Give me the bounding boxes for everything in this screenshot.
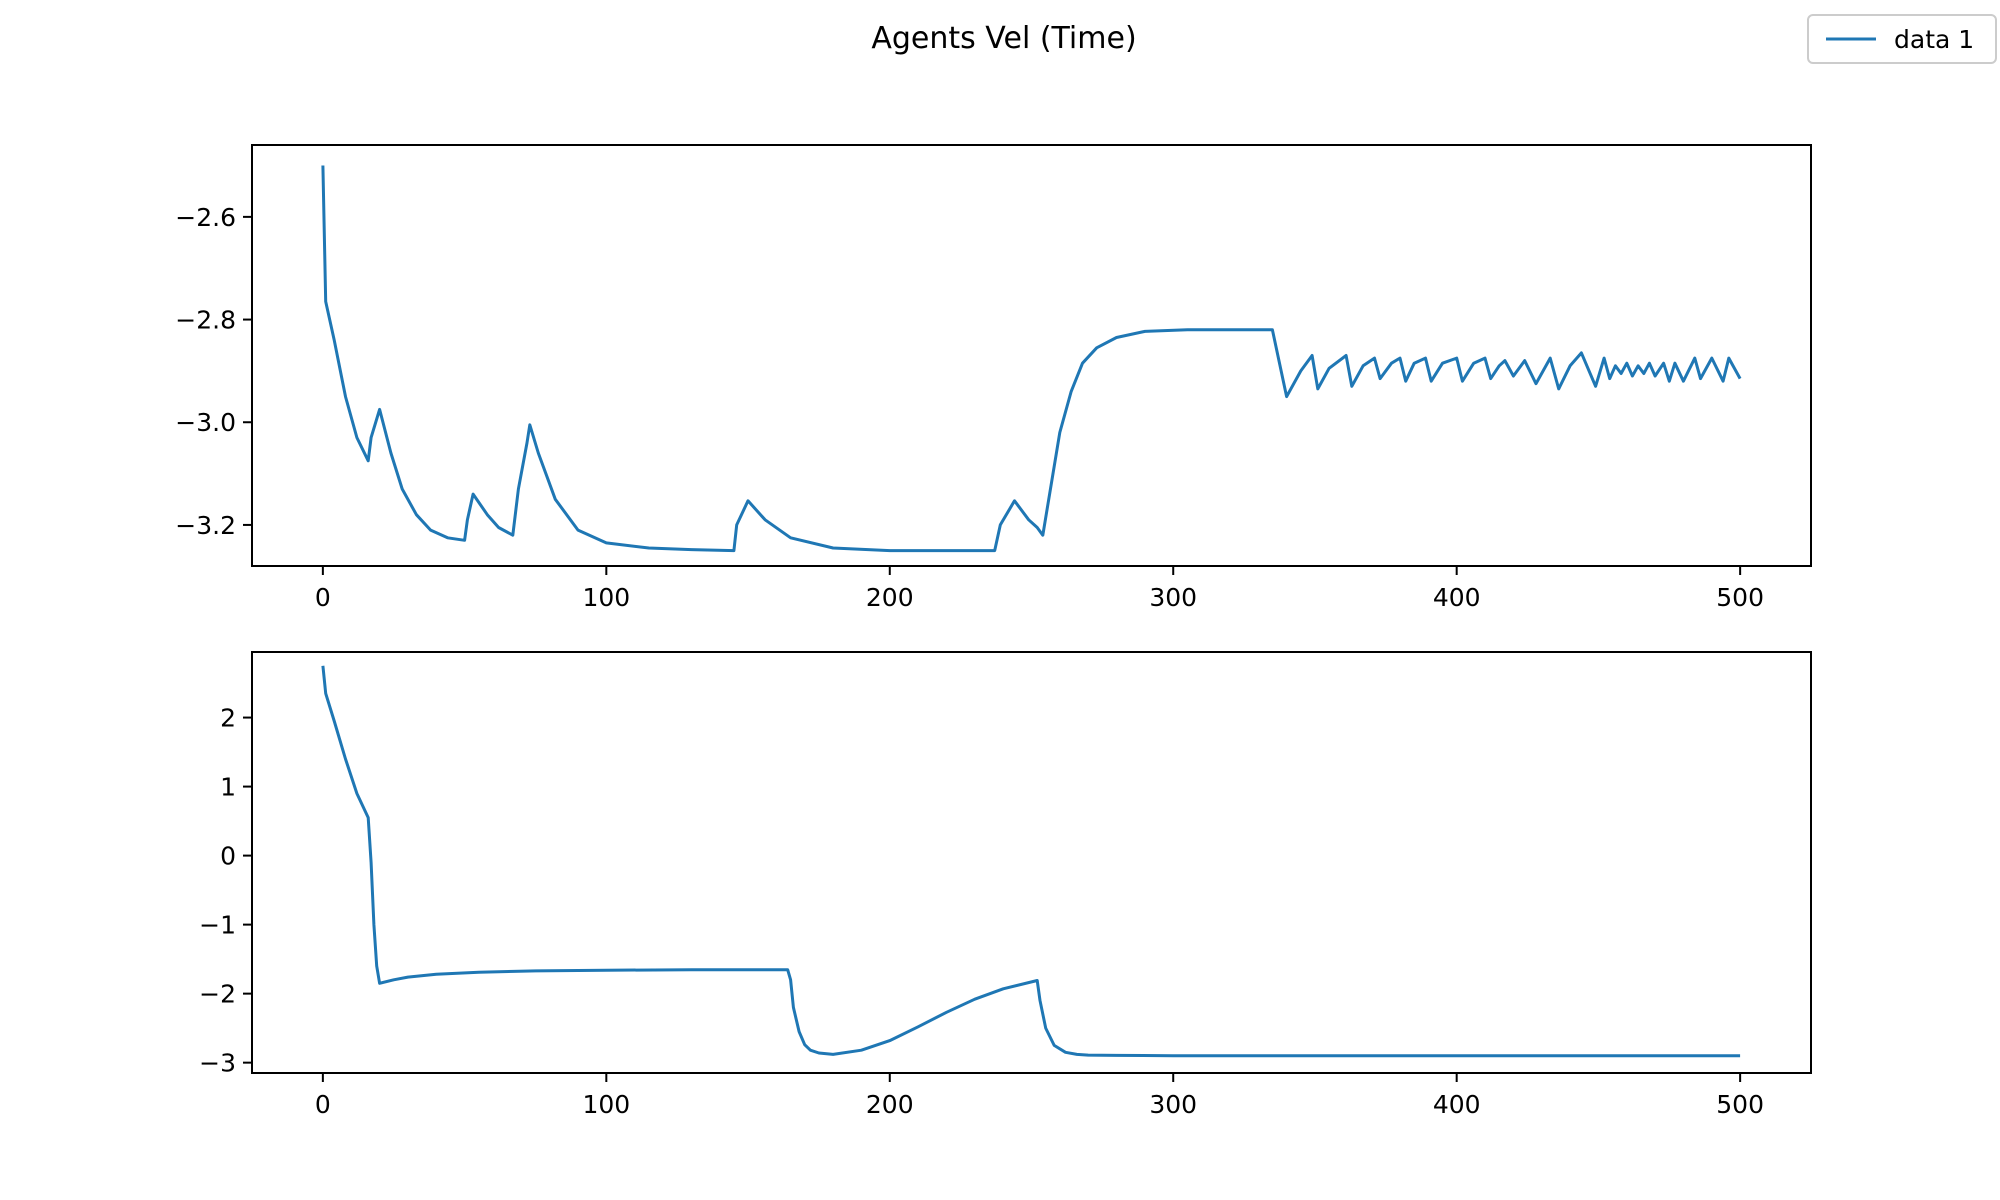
x-tick-label: 500 [1716,1090,1764,1119]
y-tick-label: −2.6 [175,203,236,232]
y-tick-label: −2 [199,980,236,1009]
y-tick-label: −3 [199,1049,236,1078]
x-tick-label: 200 [866,1090,914,1119]
axes-frame [251,144,1812,567]
legend: data 1 [1807,14,1997,64]
x-tick-label: 500 [1716,583,1764,612]
series-line-1 [321,665,1741,1058]
x-tick-label: 400 [1433,583,1481,612]
legend-box [1807,14,1997,64]
y-tick-label: 0 [220,842,236,871]
axes-frame [251,651,1812,1074]
x-tick-label: 100 [582,1090,630,1119]
bottom-axes: 0 100 200 300 400 500 −3 −2 −1 0 1 2 [199,651,1812,1119]
x-tick-label: 100 [582,583,630,612]
x-tick-label: 300 [1149,1090,1197,1119]
x-tick-label: 400 [1433,1090,1481,1119]
x-tick-label: 200 [866,583,914,612]
y-tick-label: 2 [220,704,236,733]
y-tick-label: 1 [220,773,236,802]
x-tick-label: 300 [1149,583,1197,612]
series-line-1 [321,165,1742,553]
figure-title: Agents Vel (Time) [871,21,1136,56]
x-tick-label: 0 [315,1090,331,1119]
legend-label: data 1 [1894,25,1974,54]
y-tick-label: −2.8 [175,306,236,335]
y-tick-label: −1 [199,911,236,940]
x-tick-label: 0 [315,583,331,612]
y-tick-label: −3.2 [175,511,236,540]
y-tick-label: −3.0 [175,408,236,437]
top-axes: 0 100 200 300 400 500 −3.2 −3.0 −2.8 −2.6 [175,144,1812,612]
